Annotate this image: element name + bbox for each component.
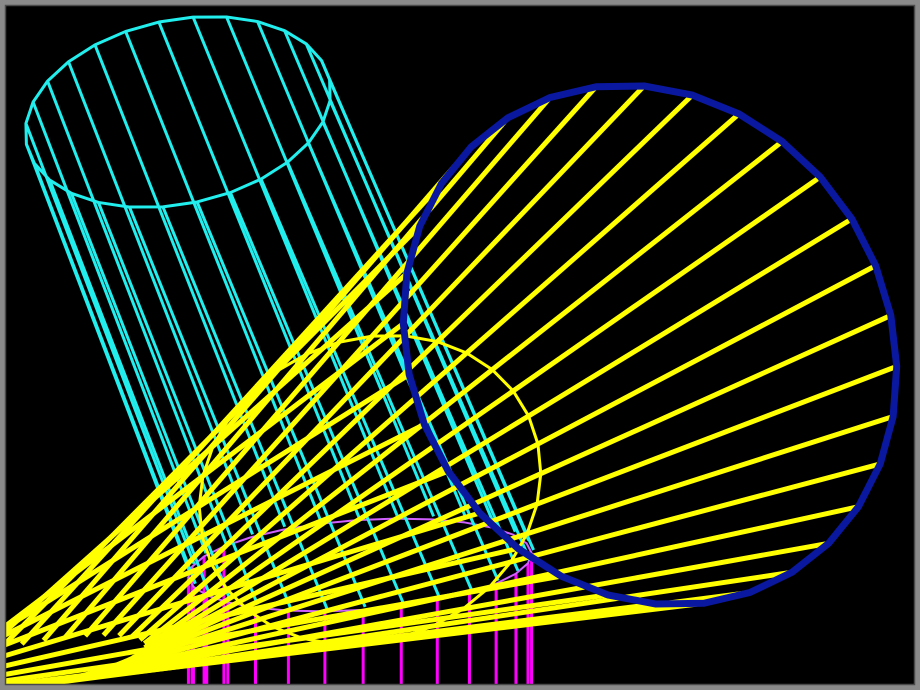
cyan-edge <box>304 43 517 533</box>
yellow-edge <box>15 600 705 684</box>
cyan-rim <box>24 15 332 209</box>
yellow-edge <box>6 573 562 677</box>
yellow-edge <box>131 263 877 661</box>
yellow-edge <box>6 601 657 684</box>
scene <box>6 15 901 684</box>
yellow-edge <box>41 145 474 643</box>
yellow-edge <box>129 93 695 640</box>
blue-rim <box>399 82 901 608</box>
yellow-edge <box>138 111 741 642</box>
cyan-edge <box>195 201 367 608</box>
cyan-edge <box>225 16 436 517</box>
cyan-edge <box>259 178 441 598</box>
frame-bevel <box>4 4 916 686</box>
yellow-edge <box>104 364 898 672</box>
cyan-edge <box>320 59 530 541</box>
yellow-edge <box>86 414 894 677</box>
cyan-edge <box>93 44 287 528</box>
cyan-edge <box>124 30 323 522</box>
yellow-edge <box>143 174 822 650</box>
yellow-edge <box>6 546 519 669</box>
cyan-edge <box>97 201 259 606</box>
yellow-edge <box>66 461 881 683</box>
yellow-edge <box>83 95 552 638</box>
cyan-edge <box>191 16 399 517</box>
cyan-edge <box>283 30 496 526</box>
yellow-edge <box>6 468 450 648</box>
yellow-edge <box>119 313 892 666</box>
yellow-rim <box>197 334 543 646</box>
cyan-edge <box>157 21 361 518</box>
yellow-edge <box>142 139 784 646</box>
yellow-edge <box>101 85 598 637</box>
yellow-edge <box>6 592 609 684</box>
cyan-edge <box>69 192 232 600</box>
yellow-edge <box>117 84 646 638</box>
